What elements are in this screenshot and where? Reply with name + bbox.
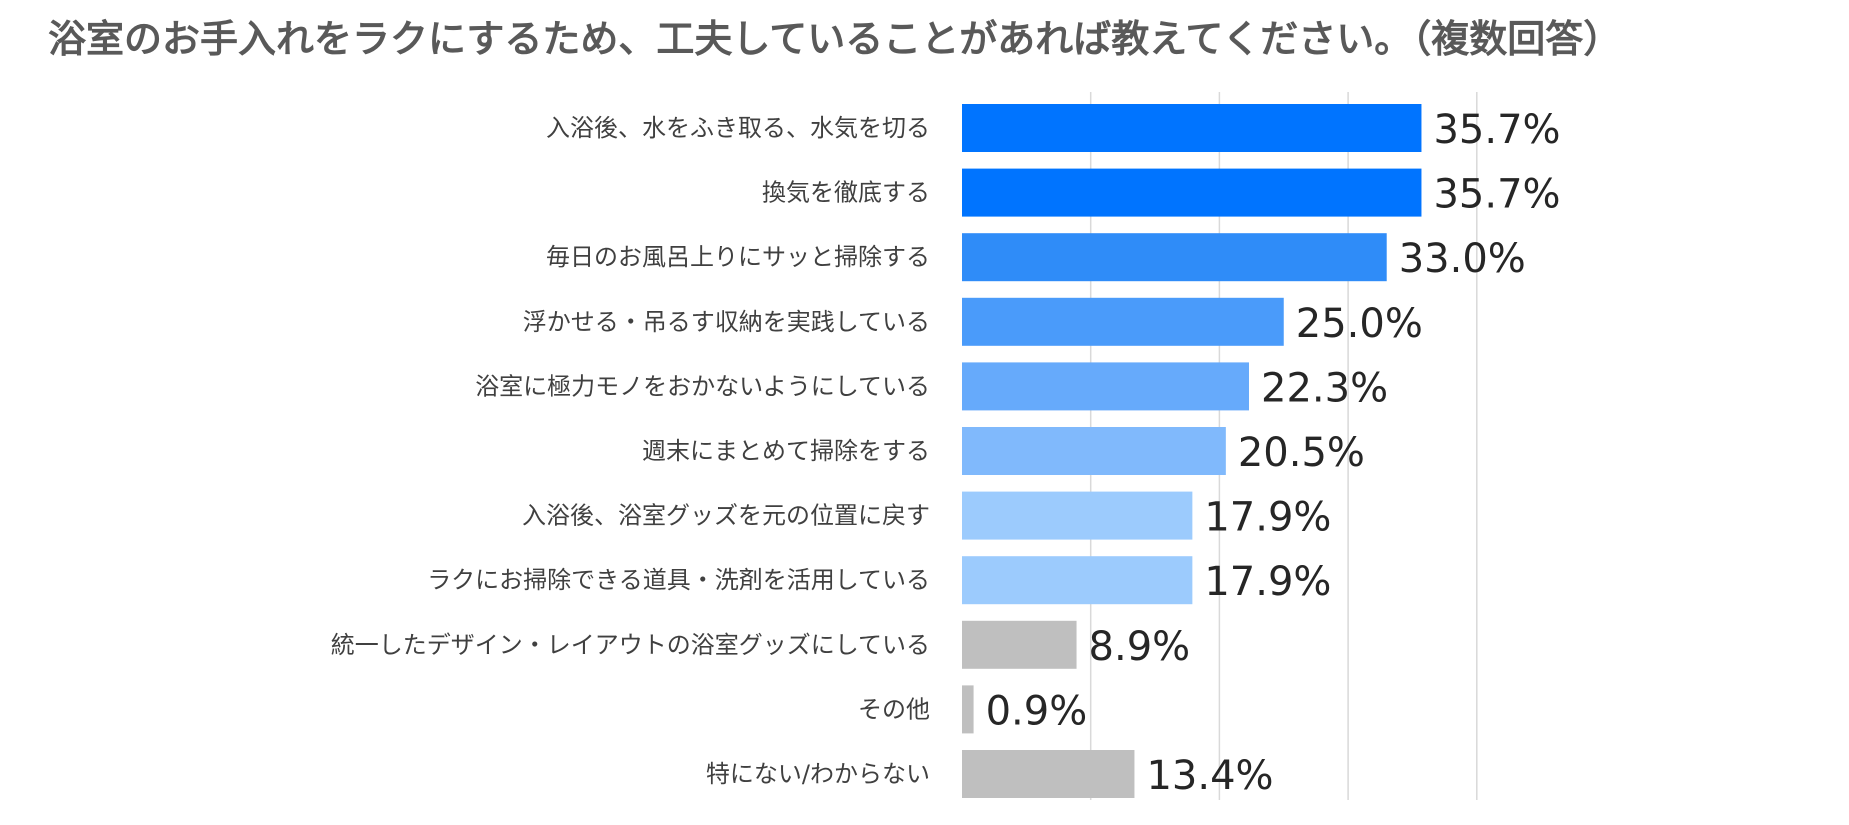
bars <box>962 104 1422 798</box>
value-label: 17.9% <box>1204 495 1331 541</box>
labels: 入浴後、水をふき取る、水気を切る 35.7% 換気を徹底する 35.7% 毎日のお風呂上… <box>331 107 1561 799</box>
bar <box>962 750 1135 798</box>
category-label: 入浴後、水をふき取る、水気を切る <box>546 114 930 142</box>
category-label: 換気を徹底する <box>762 179 930 207</box>
value-label: 35.7% <box>1433 172 1560 218</box>
category-label: ラクにお掃除できる道具・洗剤を活用している <box>427 566 930 594</box>
value-label: 22.3% <box>1261 365 1388 411</box>
bar <box>962 104 1422 152</box>
category-label: 統一したデザイン・レイアウトの浴室グッズにしている <box>331 631 930 659</box>
category-label: 毎日のお風呂上りにサッと掃除する <box>546 243 930 271</box>
bar <box>962 297 1284 346</box>
category-label: 特にない/わからない <box>706 760 930 788</box>
category-label: 週末にまとめて掃除をする <box>642 437 930 465</box>
value-label: 8.9% <box>1089 624 1191 670</box>
category-label: 浮かせる・吊るす収納を実践している <box>523 308 930 336</box>
bar <box>962 556 1193 605</box>
category-label: 入浴後、浴室グッズを元の位置に戻す <box>522 502 930 530</box>
value-label: 0.9% <box>986 688 1088 734</box>
value-label: 17.9% <box>1204 559 1331 605</box>
value-label: 25.0% <box>1296 301 1423 347</box>
value-label: 13.4% <box>1146 753 1273 799</box>
category-label: その他 <box>858 695 930 723</box>
value-label: 33.0% <box>1399 236 1526 282</box>
value-label: 20.5% <box>1238 430 1365 476</box>
bar <box>962 362 1250 411</box>
bar <box>962 620 1077 669</box>
bar <box>962 685 974 734</box>
bar <box>962 491 1193 540</box>
category-label: 浴室に極力モノをおかないようにしている <box>475 372 930 400</box>
bar <box>962 427 1226 475</box>
bar <box>962 168 1422 217</box>
value-label: 35.7% <box>1433 107 1560 153</box>
chart-title: 浴室のお手入れをラクにするため、工夫していることがあれば教えてください。（複数回… <box>48 17 1622 61</box>
bar <box>962 233 1387 282</box>
